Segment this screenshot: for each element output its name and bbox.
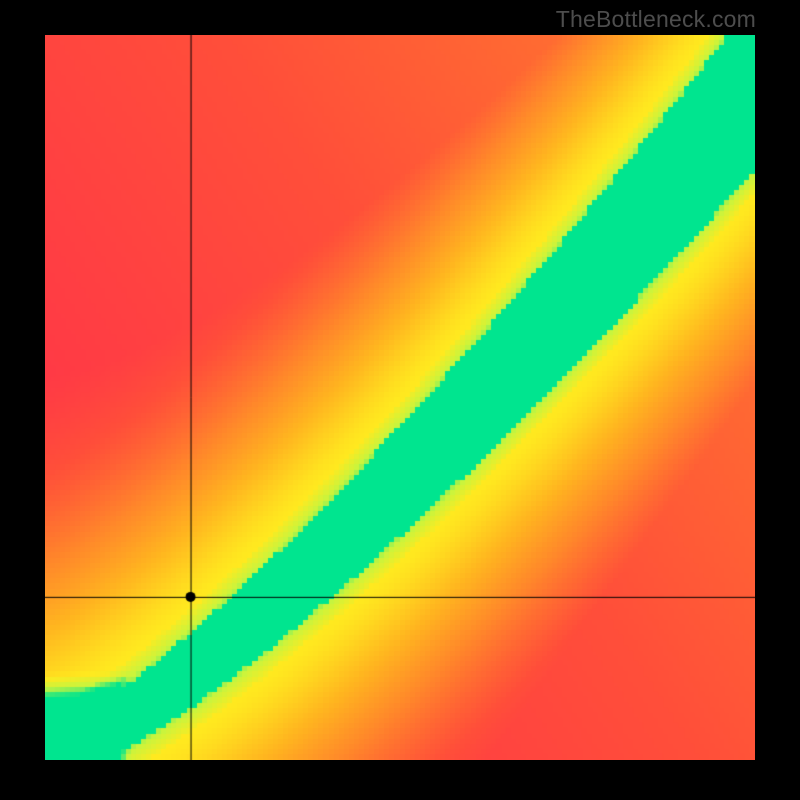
watermark-text: TheBottleneck.com [556, 6, 756, 33]
crosshair-overlay [45, 35, 755, 760]
heatmap-plot [45, 35, 755, 760]
